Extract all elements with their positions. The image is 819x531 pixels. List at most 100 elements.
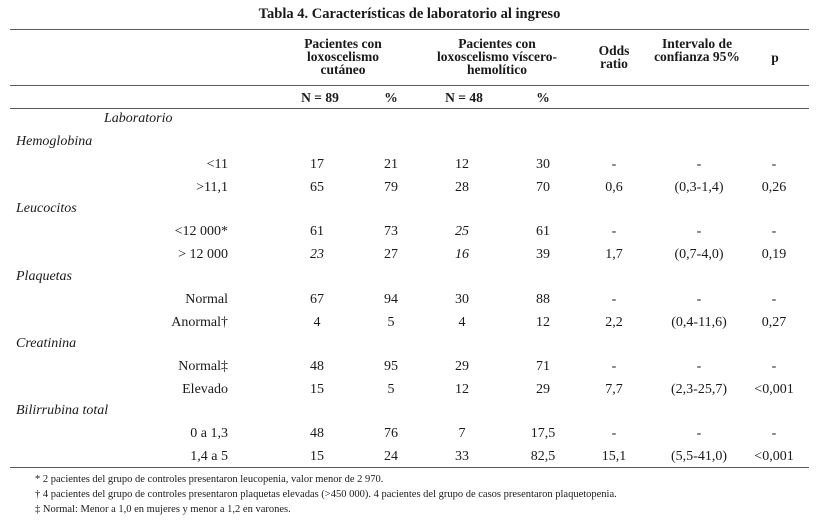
header-p: p (771, 50, 779, 65)
table-cell-p1: 24 (384, 449, 398, 464)
table-cell-n1: 15 (310, 449, 324, 464)
table-cell-p1: 5 (387, 382, 395, 397)
table-cell-p2: 39 (536, 247, 550, 262)
table-cell-n2: 12 (455, 382, 469, 397)
row-label: >11,1 (196, 180, 228, 195)
subheader-pct-viscero: % (536, 90, 550, 105)
table-cell-p: - (771, 157, 777, 172)
table-cell-or: - (611, 157, 617, 172)
table-cell-n1: 48 (310, 359, 324, 374)
table-cell-p1: 21 (384, 157, 398, 172)
table-cell-or: - (611, 224, 617, 239)
table-cell-p1: 73 (384, 224, 398, 239)
table-cell-n2: 16 (455, 247, 469, 262)
table-cell-p2: 82,5 (530, 449, 556, 464)
table-cell-n2: 12 (455, 157, 469, 172)
table-title: Tabla 4. Características de laboratorio … (258, 6, 561, 22)
table-cell-n1: 23 (310, 247, 324, 262)
table-cell-n2: 29 (455, 359, 469, 374)
table-cell-or: 15,1 (601, 449, 627, 464)
table-cell-p: 0,26 (761, 180, 787, 195)
subheader-rule (10, 108, 809, 109)
table-cell-p2: 61 (536, 224, 550, 239)
table-cell-p2: 88 (536, 292, 550, 307)
table-cell-or: 2,2 (605, 315, 623, 330)
table-cell-p: <0,001 (754, 382, 794, 397)
table-cell-ic: (5,5-41,0) (671, 449, 727, 464)
table-cell-p: - (771, 426, 777, 441)
table-cell-n2: 4 (458, 315, 466, 330)
row-label: <11 (206, 157, 228, 172)
table-cell-n2: 25 (455, 224, 469, 239)
table-cell-n2: 7 (458, 426, 466, 441)
group-label: Bilirrubina total (16, 403, 109, 418)
table-cell-n1: 67 (310, 292, 324, 307)
header-viscero: Pacientes con loxoscelismo víscero-hemol… (436, 36, 558, 77)
table-cell-p2: 70 (536, 180, 550, 195)
table-cell-ic: (2,3-25,7) (671, 382, 727, 397)
row-label: 0 a 1,3 (190, 426, 228, 441)
table-cell-p2: 71 (536, 359, 550, 374)
table-cell-p1: 76 (384, 426, 398, 441)
header-rule (10, 85, 809, 86)
table-cell-p1: 79 (384, 180, 398, 195)
table-cell-p: <0,001 (754, 449, 794, 464)
table-cell-or: - (611, 426, 617, 441)
table-cell-or: - (611, 292, 617, 307)
row-label: 1,4 a 5 (190, 449, 228, 464)
footnote: † 4 pacientes del grupo de controles pre… (35, 489, 617, 500)
table-cell-n1: 15 (310, 382, 324, 397)
row-label: Elevado (182, 382, 228, 397)
header-cutaneo: Pacientes con loxoscelismo cutáneo (304, 36, 382, 77)
table-cell-ic: - (696, 292, 702, 307)
table-cell-p: - (771, 224, 777, 239)
group-label: Hemoglobina (16, 134, 93, 149)
table-cell-ic: (0,4-11,6) (671, 315, 727, 330)
table-cell-or: - (611, 359, 617, 374)
table-cell-p2: 17,5 (530, 426, 556, 441)
subheader-n-viscero: N = 48 (445, 90, 483, 105)
table-cell-n1: 61 (310, 224, 324, 239)
row-label: <12 000* (174, 224, 228, 239)
group-label: Leucocitos (16, 201, 77, 216)
table-cell-or: 1,7 (605, 247, 623, 262)
table-cell-p1: 94 (384, 292, 398, 307)
footnote: * 2 pacientes del grupo de controles pre… (35, 474, 384, 485)
table-cell-p: 0,19 (761, 247, 787, 262)
table-cell-n2: 28 (455, 180, 469, 195)
table-cell-p: 0,27 (761, 315, 787, 330)
table-cell-n1: 65 (310, 180, 324, 195)
row-label: Normal‡ (178, 359, 228, 374)
table-cell-n1: 17 (310, 157, 324, 172)
group-label: Creatinina (16, 336, 77, 351)
row-label: Normal (185, 292, 228, 307)
table-cell-p1: 5 (387, 315, 395, 330)
table-cell-ic: - (696, 359, 702, 374)
table-cell-p2: 29 (536, 382, 550, 397)
top-rule (10, 29, 809, 30)
header-odds-ratio: Odds ratio (598, 43, 630, 71)
subheader-n-cutaneo: N = 89 (301, 90, 339, 105)
table-cell-ic: - (696, 224, 702, 239)
table-cell-n1: 4 (313, 315, 321, 330)
table-cell-p1: 95 (384, 359, 398, 374)
table-cell-ic: - (696, 157, 702, 172)
table-cell-or: 0,6 (605, 180, 623, 195)
table-cell-ic: - (696, 426, 702, 441)
section-label: Laboratorio (104, 111, 173, 126)
table-cell-p1: 27 (384, 247, 398, 262)
table-cell-p2: 30 (536, 157, 550, 172)
header-intervalo: Intervalo de confianza 95% (654, 36, 740, 64)
group-label: Plaquetas (16, 269, 72, 284)
table-cell-p: - (771, 292, 777, 307)
table-cell-or: 7,7 (605, 382, 623, 397)
table-cell-p2: 12 (536, 315, 550, 330)
row-label: > 12 000 (178, 247, 228, 262)
table-cell-n1: 48 (310, 426, 324, 441)
bottom-rule (10, 467, 809, 468)
table-cell-ic: (0,7-4,0) (674, 247, 724, 262)
table-cell-ic: (0,3-1,4) (674, 180, 724, 195)
table-cell-n2: 30 (455, 292, 469, 307)
row-label: Anormal† (171, 315, 228, 330)
table-cell-n2: 33 (455, 449, 469, 464)
